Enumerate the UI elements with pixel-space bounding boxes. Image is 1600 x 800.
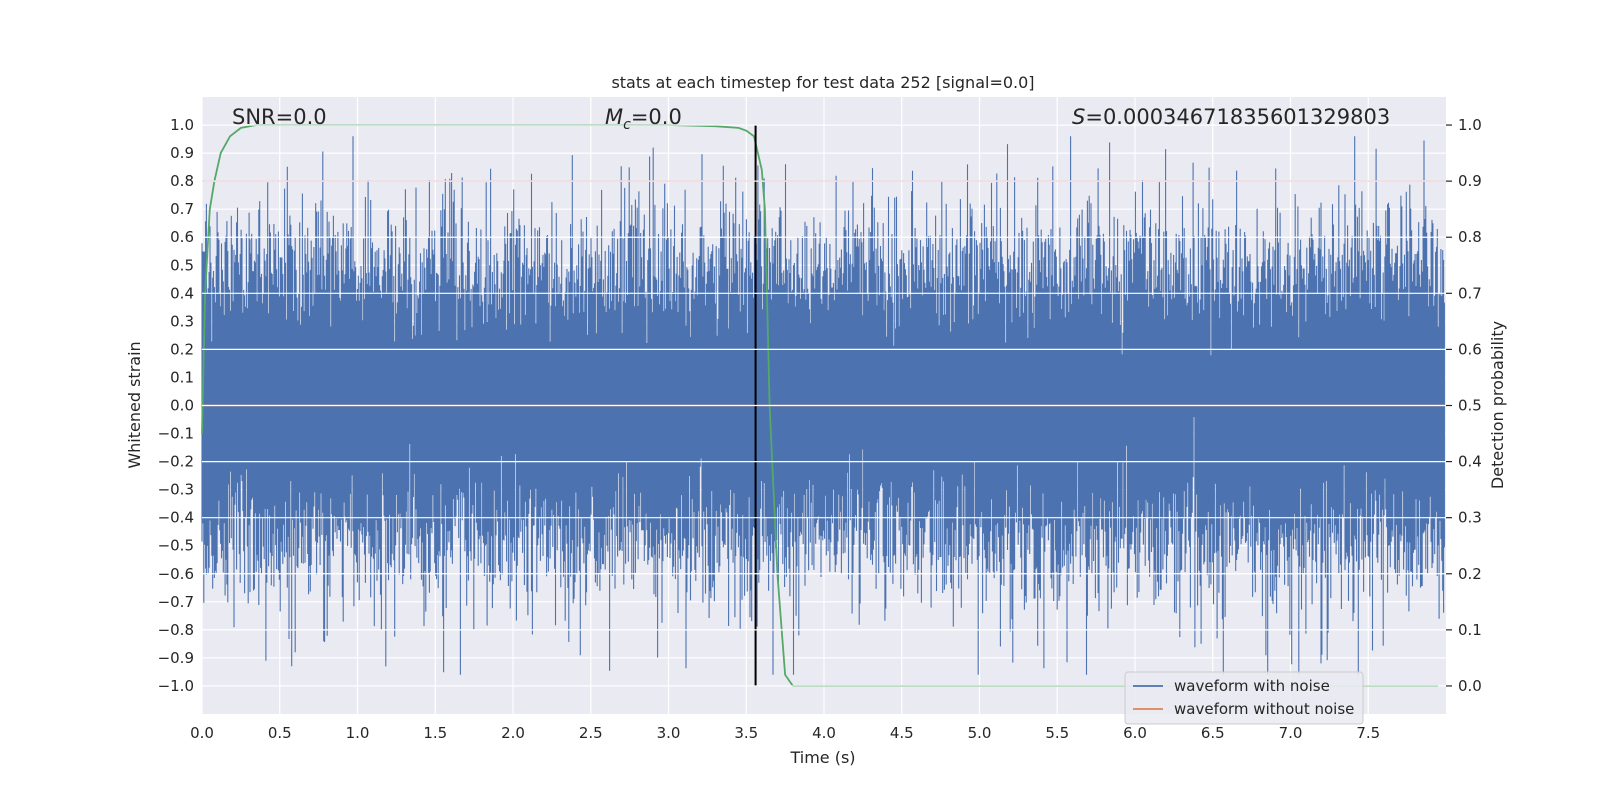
y-tick-label: 1.0 — [170, 116, 194, 134]
x-tick-labels: 0.0 0.5 1.0 1.5 2.0 2.5 3.0 3.5 4.0 4.5 5.0 5.5 6.0 6… — [190, 724, 1380, 742]
y-tick-label: 0.1 — [170, 368, 194, 386]
x-tick-label: 0.5 — [268, 724, 292, 742]
y-tick-label: 0.5 — [170, 256, 194, 274]
snr-annotation: SNR=0.0 — [232, 105, 327, 129]
x-tick-label: 4.0 — [812, 724, 836, 742]
chirp-mass-value: =0.0 — [631, 105, 682, 129]
x-tick-label: 5.0 — [968, 724, 992, 742]
x-tick-label: 3.5 — [734, 724, 758, 742]
y-tick-label: −0.8 — [158, 621, 194, 639]
series-waveform-with-noise — [201, 136, 1445, 675]
x-axis-label: Time (s) — [789, 748, 855, 767]
chirp-mass-annotation: Mc=0.0 — [605, 105, 682, 133]
y-tick-label: −0.7 — [158, 593, 194, 611]
y-tick-label: 0.4 — [170, 284, 194, 302]
score-annotation: S=0.0003467183560132980​3 — [1072, 105, 1390, 129]
y2-tick-label: 0.3 — [1458, 509, 1482, 527]
y2-tick-label: 0.2 — [1458, 565, 1482, 583]
y-tick-label: −0.5 — [158, 537, 194, 555]
y-tick-label: 0.3 — [170, 312, 194, 330]
noisy-waveform-line — [201, 136, 1445, 675]
y2-gridlines — [202, 124, 1446, 687]
legend-box — [1124, 671, 1364, 725]
x-tick-label: 2.5 — [579, 724, 603, 742]
y-tick-label: 0.9 — [170, 144, 194, 162]
y-tick-labels: 1.0 0.9 0.8 0.7 0.6 0.5 0.4 0.3 0.2 0.1 0.0 −0.1 −0.… — [158, 116, 194, 695]
y2-tick-label: 0.5 — [1458, 397, 1482, 415]
score-symbol: S — [1072, 105, 1085, 129]
chirp-mass-subscript: c — [623, 117, 631, 133]
y-tick-label: −0.9 — [158, 649, 194, 667]
y2-tick-labels: 1.0 0.9 0.8 0.7 0.6 0.5 0.4 0.3 0.2 0.1 0.0 — [1446, 116, 1482, 695]
y-tick-label: 0.6 — [170, 228, 194, 246]
y-tick-label: −0.1 — [158, 425, 194, 443]
x-tick-label: 6.0 — [1123, 724, 1147, 742]
x-tick-label: 5.5 — [1045, 724, 1069, 742]
y-tick-label: 0.0 — [170, 397, 194, 415]
y-tick-label: 0.8 — [170, 172, 194, 190]
score-value: =0.0003467183560132980​3 — [1085, 105, 1390, 129]
y-tick-label: −1.0 — [158, 677, 194, 695]
y2-tick-label: 0.4 — [1458, 453, 1482, 471]
y2-tick-label: 0.8 — [1458, 228, 1482, 246]
y-axis-label: Whitened strain — [125, 341, 144, 468]
y2-tick-label: 0.7 — [1458, 284, 1482, 302]
x-tick-label: 4.5 — [890, 724, 914, 742]
y-tick-label: −0.4 — [158, 509, 194, 527]
y2-tick-label: 0.9 — [1458, 172, 1482, 190]
x-tick-label: 2.0 — [501, 724, 525, 742]
x-tick-label: 1.5 — [423, 724, 447, 742]
x-tick-label: 1.0 — [346, 724, 370, 742]
y2-tick-label: 1.0 — [1458, 116, 1482, 134]
chart-title: stats at each timestep for test data 252… — [611, 73, 1034, 92]
x-tick-label: 7.0 — [1279, 724, 1303, 742]
chirp-mass-symbol: M — [605, 105, 623, 129]
x-tick-label: 7.5 — [1356, 724, 1380, 742]
y2-tick-label: 0.6 — [1458, 340, 1482, 358]
y-tick-label: −0.3 — [158, 481, 194, 499]
y2-axis-label: Detection probability — [1488, 321, 1507, 489]
legend-label-noisy: waveform with noise — [1174, 677, 1330, 695]
x-tick-label: 6.5 — [1201, 724, 1225, 742]
y2-tick-label: 0.0 — [1458, 677, 1482, 695]
y-tick-label: 0.7 — [170, 200, 194, 218]
y2-tick-label: 0.1 — [1458, 621, 1482, 639]
x-tick-label: 3.0 — [657, 724, 681, 742]
legend: waveform with noise waveform without noi… — [1124, 671, 1364, 725]
x-tick-label: 0.0 — [190, 724, 214, 742]
y-tick-label: 0.2 — [170, 340, 194, 358]
y-tick-label: −0.6 — [158, 565, 194, 583]
legend-label-clean: waveform without noise — [1174, 700, 1354, 718]
y-tick-label: −0.2 — [158, 453, 194, 471]
